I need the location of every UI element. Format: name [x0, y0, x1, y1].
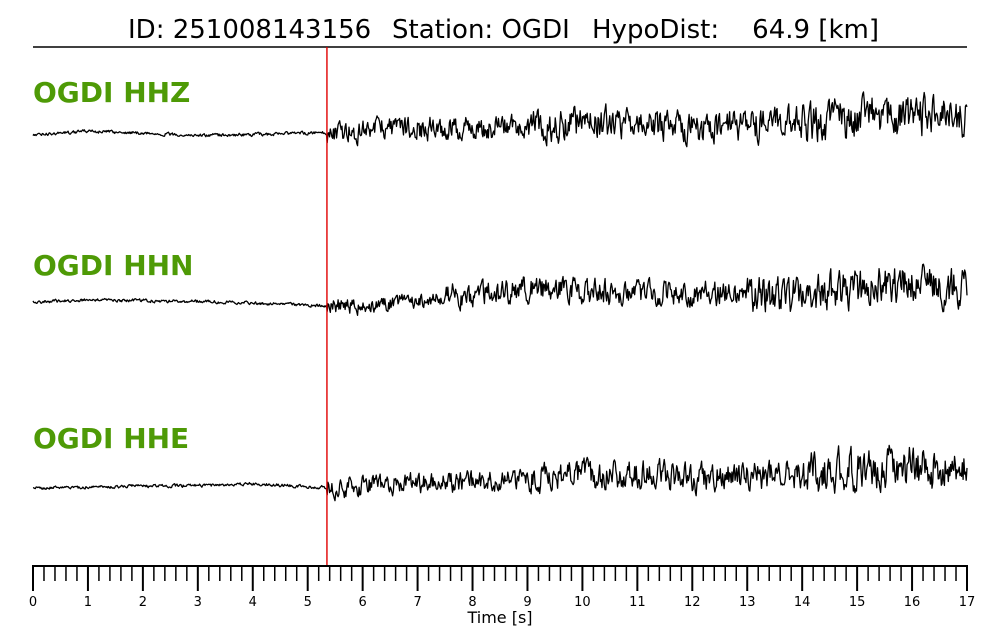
time-axis: 0 1 2 3 4 5 6 7 8 9 10 11 12 13 14 15 16 17 [29, 565, 975, 610]
tick-label: 6 [359, 595, 367, 610]
tick-label: 5 [304, 595, 312, 610]
tick-label: 14 [794, 595, 811, 610]
tick-label: 15 [849, 595, 866, 610]
channel-label-hhe: OGDI HHE [33, 422, 189, 455]
channel-label-hhn: OGDI HHN [33, 249, 194, 282]
trace-hhn [32, 263, 968, 316]
trace-group [32, 91, 968, 502]
tick-label: 12 [684, 595, 701, 610]
time-axis-ticks [32, 566, 968, 591]
trace-hhz [32, 91, 968, 148]
tick-label: 17 [959, 595, 976, 610]
time-axis-tick-labels: 0 1 2 3 4 5 6 7 8 9 10 11 12 13 14 15 16 17 [29, 595, 975, 610]
title-station: Station: OGDI [392, 15, 570, 45]
tick-label: 0 [29, 595, 37, 610]
tick-label: 11 [629, 595, 646, 610]
tick-label: 4 [249, 595, 257, 610]
tick-label: 1 [84, 595, 92, 610]
trace-hhe [32, 444, 968, 502]
tick-label: 16 [904, 595, 921, 610]
tick-label: 7 [413, 595, 421, 610]
channel-label-hhz: OGDI HHZ [33, 76, 190, 109]
x-axis-label: Time [s] [466, 608, 532, 627]
title-hypodist: HypoDist: 64.9 [km] [592, 15, 879, 45]
title-event-id: ID: 251008143156 [128, 15, 371, 45]
tick-label: 10 [574, 595, 591, 610]
tick-label: 13 [739, 595, 756, 610]
tick-label: 9 [523, 595, 531, 610]
tick-label: 8 [468, 595, 476, 610]
tick-label: 3 [194, 595, 202, 610]
tick-label: 2 [139, 595, 147, 610]
